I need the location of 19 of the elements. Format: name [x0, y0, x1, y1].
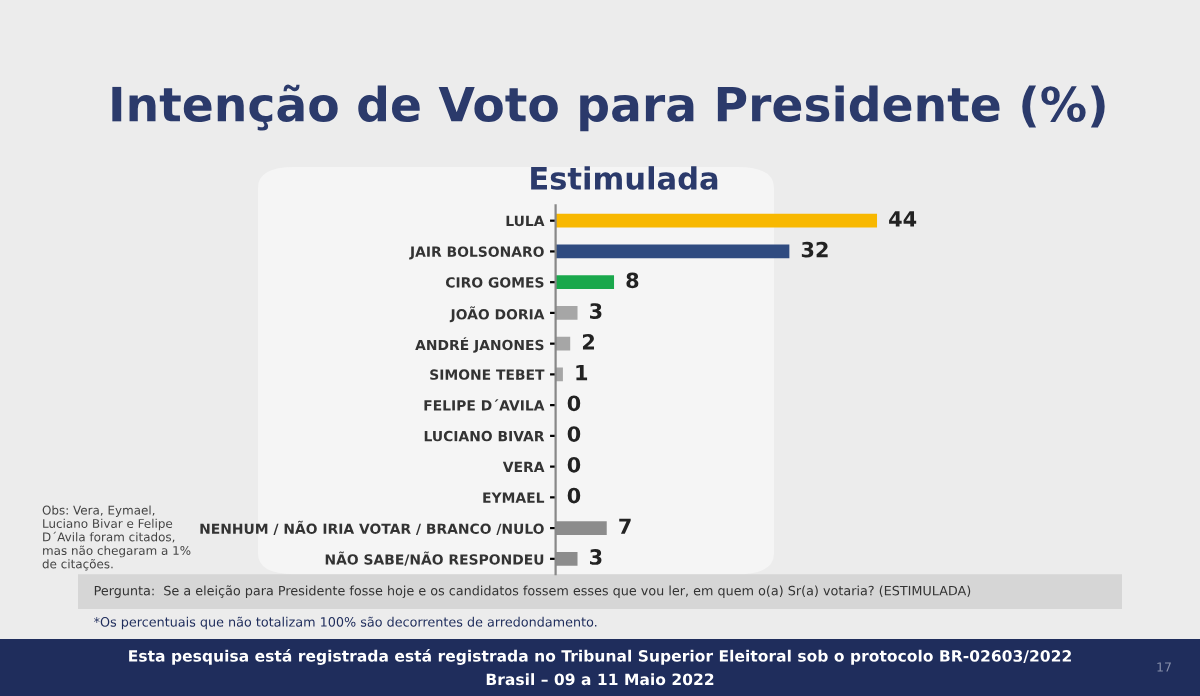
data-label: 0	[567, 487, 581, 504]
bar	[555, 244, 790, 259]
bar	[555, 275, 615, 290]
bar	[555, 336, 571, 351]
data-label: 0	[567, 426, 581, 442]
data-label: 0	[567, 456, 581, 473]
data-label: 2	[582, 333, 595, 350]
data-label: 0	[567, 395, 581, 412]
bar	[555, 305, 578, 320]
data-label: 32	[801, 241, 828, 258]
chart-title: Intenção de Voto para Presidente (%)	[112, 84, 1105, 132]
data-label: 44	[889, 211, 917, 227]
data-label: 1	[576, 364, 588, 381]
data-label: 3	[590, 303, 602, 319]
data-label: 7	[619, 518, 631, 534]
data-label: 3	[590, 549, 602, 565]
chart-subtitle: Estimulada	[531, 166, 718, 190]
bar	[555, 213, 878, 228]
data-label: 8	[626, 272, 639, 289]
